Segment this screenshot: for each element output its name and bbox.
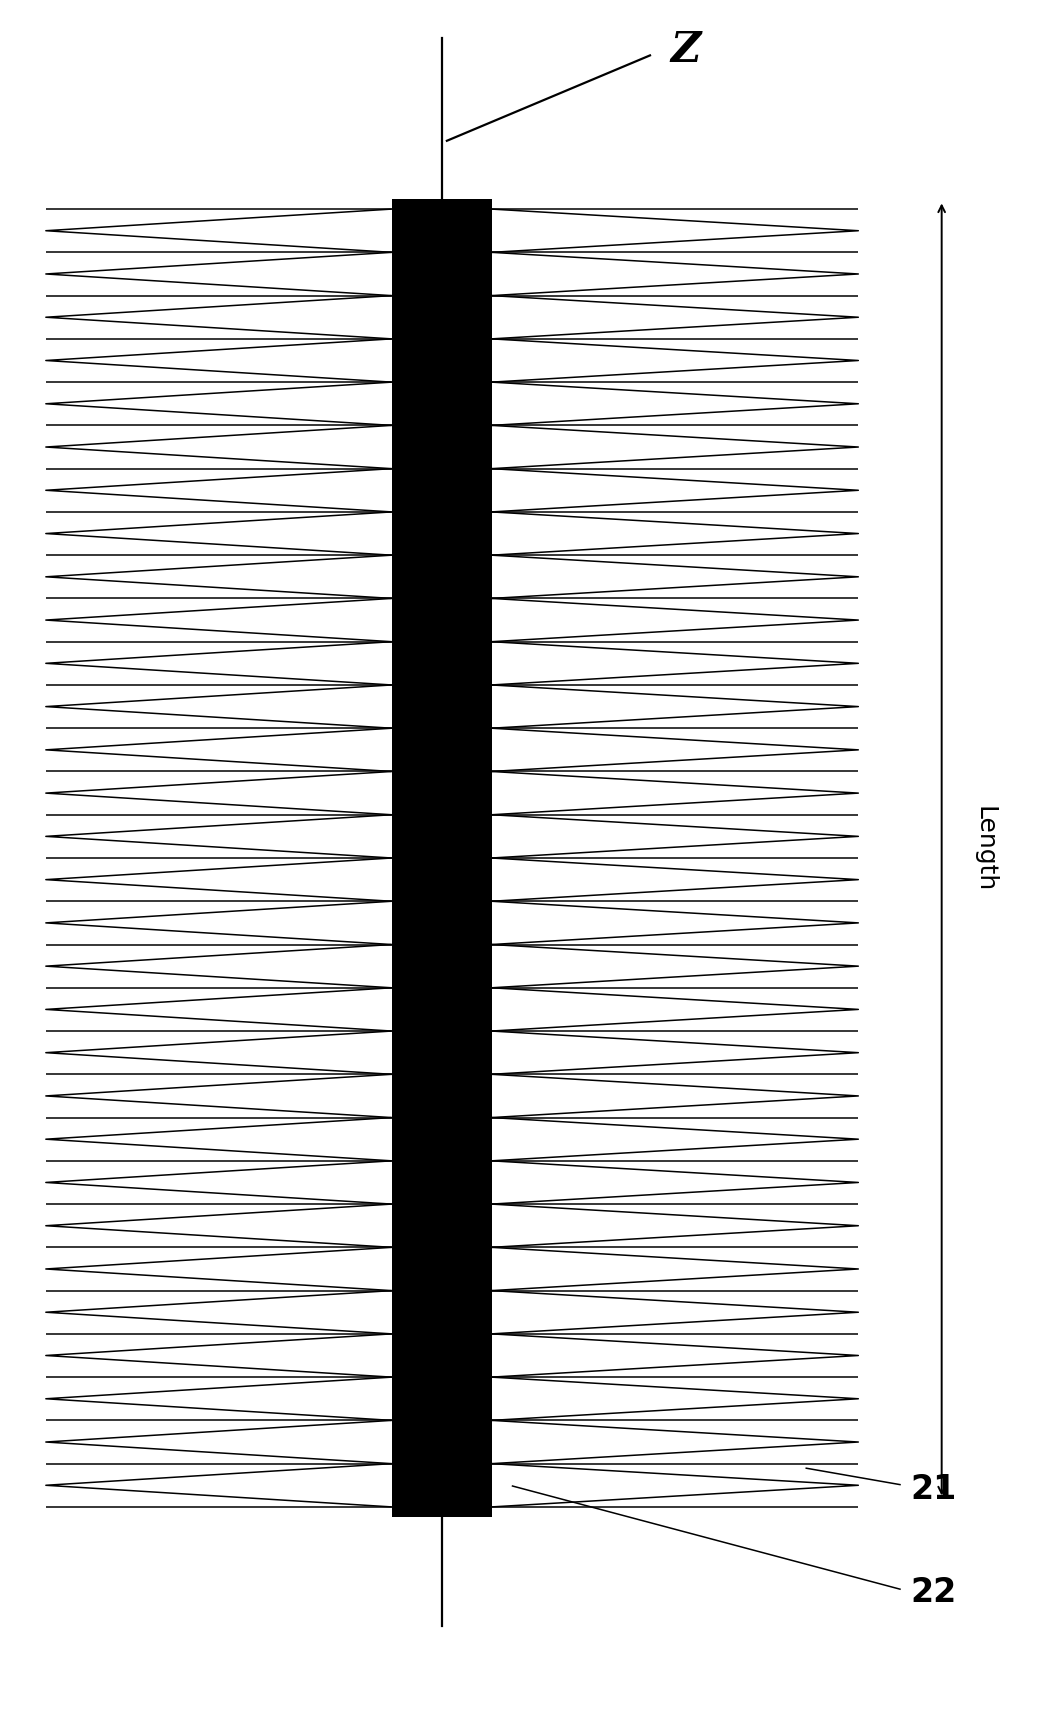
Text: 22: 22: [910, 1575, 957, 1610]
Text: Length: Length: [973, 807, 996, 892]
Text: Z: Z: [671, 29, 701, 70]
Bar: [392, 199, 491, 1517]
Text: 21: 21: [910, 1474, 957, 1507]
